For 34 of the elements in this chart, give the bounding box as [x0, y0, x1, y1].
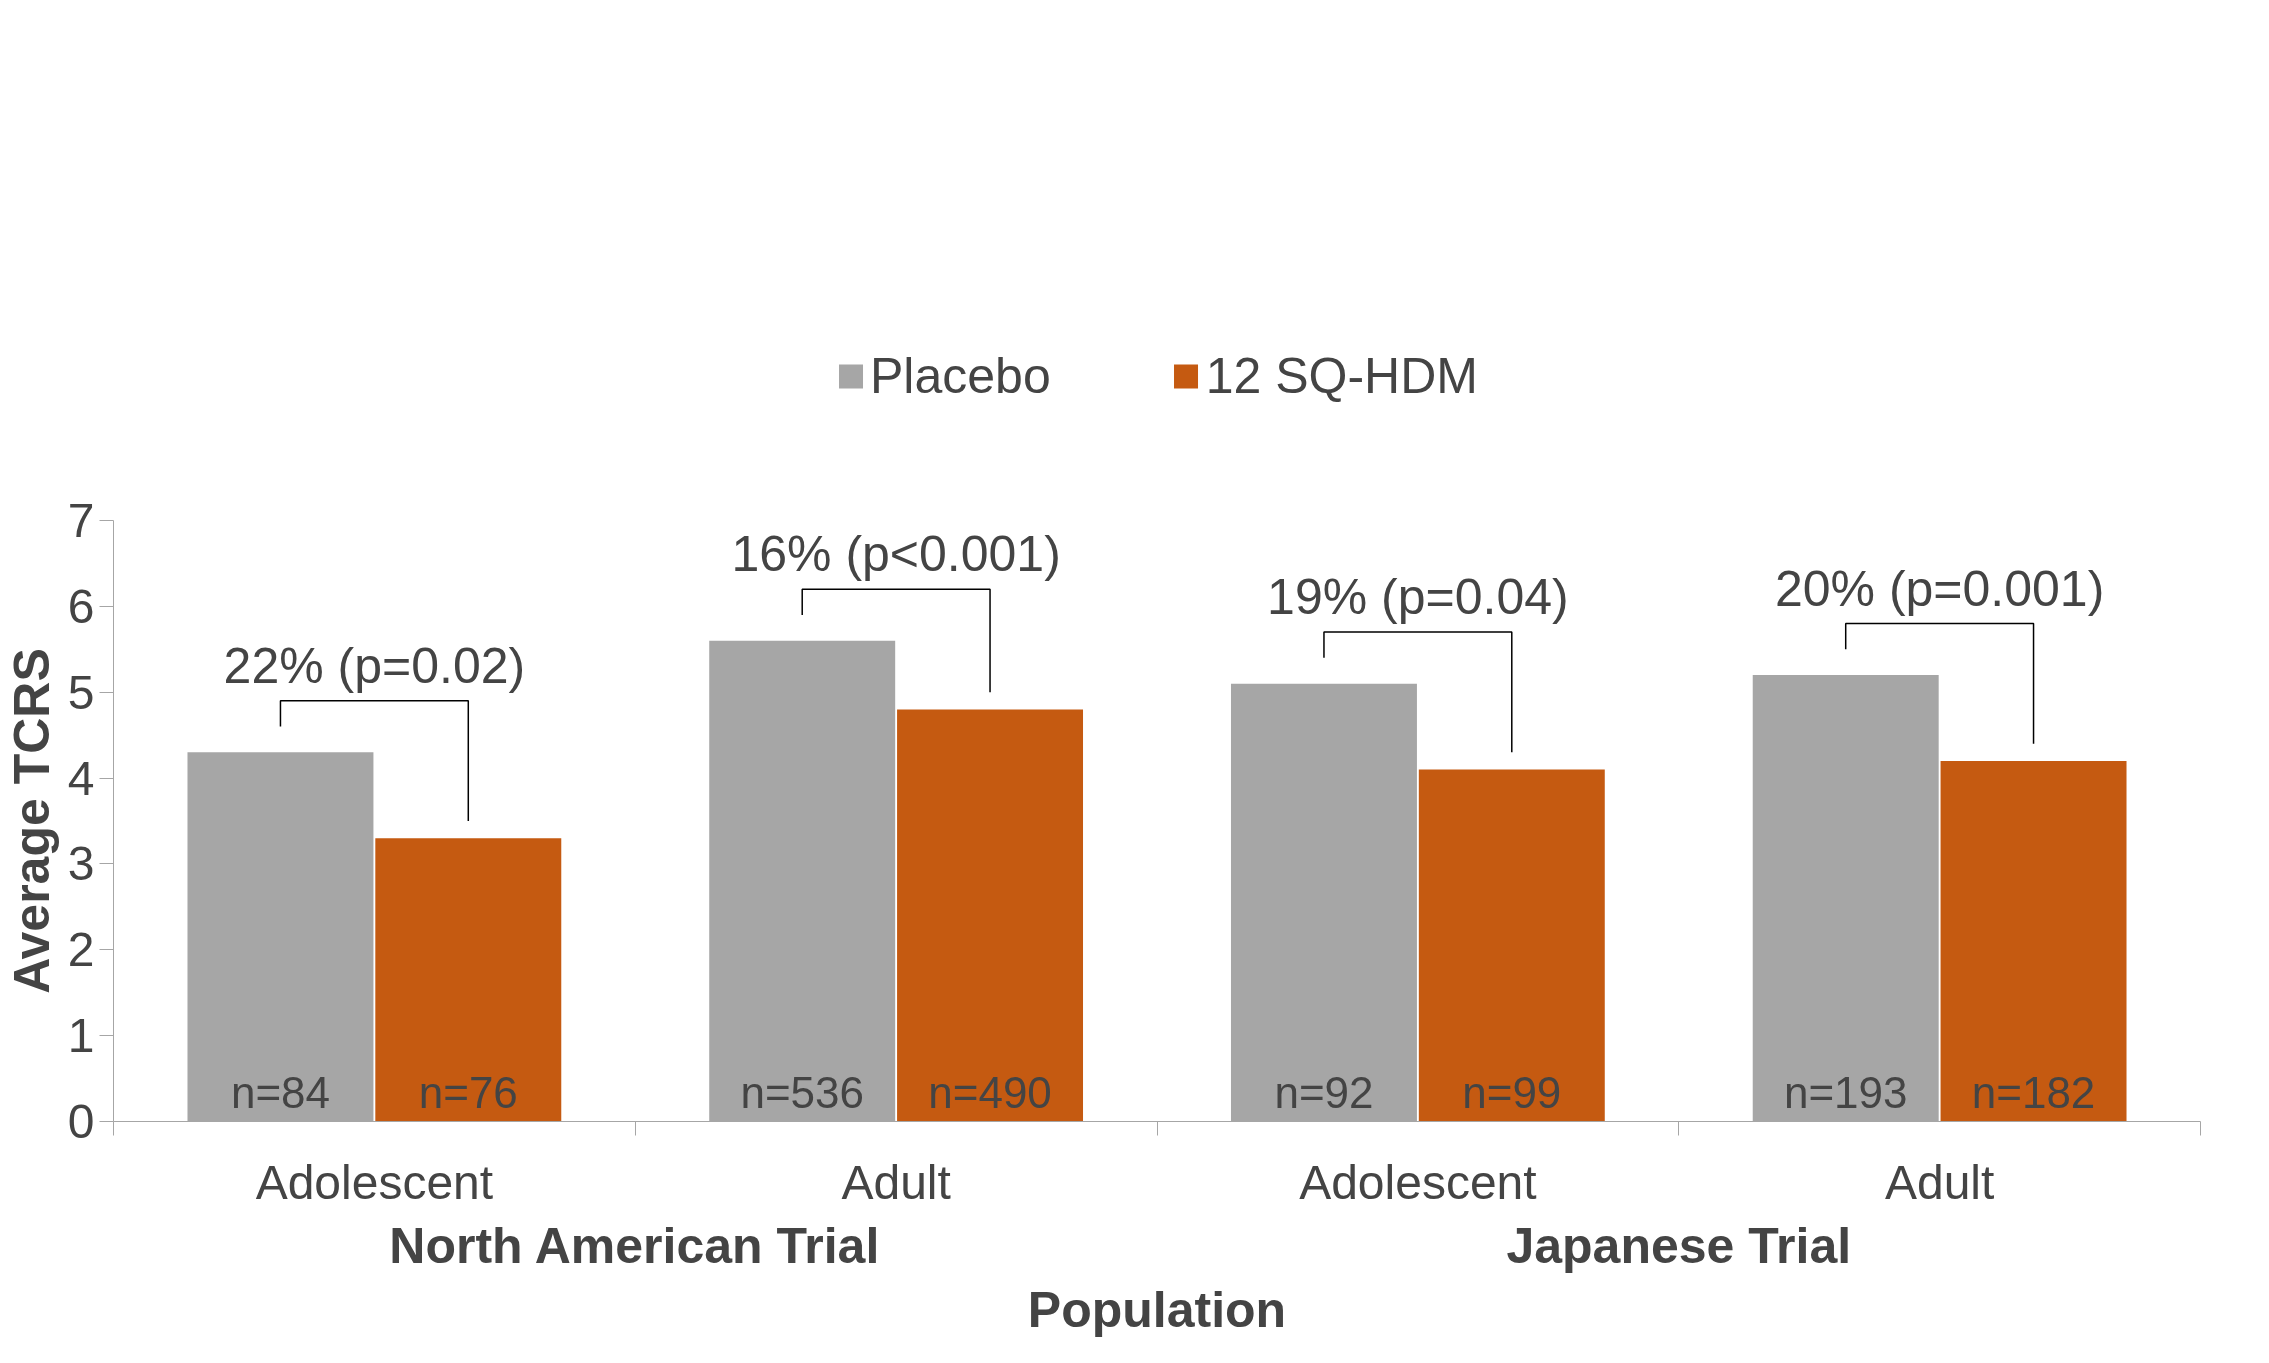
y-tick-label: 0 — [67, 1095, 95, 1148]
annotation: n=490 — [928, 1068, 1052, 1118]
bar — [375, 838, 562, 1122]
x-tick-label: Adolescent — [1299, 1155, 1537, 1209]
legend-label: 12 SQ-HDM — [1205, 346, 1478, 405]
y-tick-label: 2 — [67, 923, 95, 977]
y-tick-label: 3 — [67, 837, 95, 891]
x-tick-label: Adult — [1884, 1155, 1995, 1209]
annotation: n=92 — [1274, 1068, 1374, 1118]
y-tick-label: 1 — [67, 1009, 95, 1063]
x-tick-label: Adolescent — [255, 1155, 494, 1209]
y-axis-title: Average TCRS — [3, 648, 60, 994]
bar — [897, 709, 1084, 1122]
annotation: n=84 — [230, 1068, 331, 1118]
y-tick-label: 5 — [67, 665, 95, 719]
annotation: 20% (p=0.001) — [1774, 560, 2105, 617]
y-tick-label: 4 — [67, 751, 95, 805]
bar — [1418, 769, 1605, 1122]
x-axis-title: Population — [1027, 1281, 1287, 1338]
text: North American Trial — [389, 1217, 880, 1274]
annotation: n=193 — [1783, 1068, 1908, 1118]
annotation: 19% (p=0.04) — [1267, 569, 1569, 626]
annotation: 16% (p<0.001) — [731, 526, 1061, 583]
annotation: n=99 — [1462, 1068, 1562, 1118]
text: Japanese Trial — [1506, 1217, 1852, 1274]
y-tick-label: 6 — [67, 579, 95, 633]
bar — [1940, 760, 2127, 1122]
legend-label: Placebo — [870, 346, 1051, 405]
annotation: n=76 — [418, 1068, 518, 1118]
annotation: n=536 — [740, 1068, 864, 1118]
annotation: n=182 — [1971, 1068, 2096, 1118]
y-tick-label: 7 — [67, 494, 95, 547]
x-tick-label: Adult — [841, 1155, 951, 1209]
annotation: 22% (p=0.02) — [223, 637, 526, 694]
